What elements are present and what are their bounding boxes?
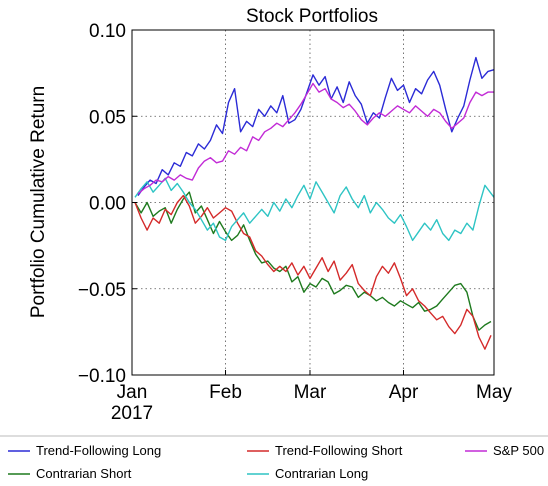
series-line-sandp-500 [137,82,494,195]
y-tick-label: −0.05 [78,280,126,301]
legend-label-trend-following-short: Trend-Following Short [275,443,403,458]
chart-title: Stock Portfolios [246,6,378,27]
x-tick-sublabel: 2017 [111,403,153,424]
y-axis-ticks: 0.10 0.05 0.00 −0.05 −0.10 [78,21,137,387]
series-line-trend-following-long [137,56,495,197]
y-tick-label: 0.10 [89,21,126,42]
series-line-contrarian-long [134,177,495,242]
series-layer [134,56,495,350]
series-line-trend-following-short [134,194,492,350]
x-tick-label: Mar [294,382,327,403]
legend: Trend-Following Long Trend-Following Shor… [0,435,548,481]
legend-label-trend-following-long: Trend-Following Long [36,443,161,458]
x-tick-label: Feb [209,382,242,403]
x-tick-label: Jan [117,382,148,403]
y-axis-label: Portfolio Cumulative Return [28,86,49,318]
x-tick-label: Apr [389,382,419,403]
y-tick-label: 0.05 [89,107,126,128]
grid [132,30,494,375]
legend-label-contrarian-long: Contrarian Long [275,466,368,481]
legend-label-contrarian-short: Contrarian Short [36,466,132,481]
legend-label-sandp-500: S&P 500 [493,443,544,458]
series-line-contrarian-short [134,191,492,331]
y-tick-label: −0.10 [78,366,126,387]
y-tick-label: 0.00 [89,194,126,215]
x-tick-label: May [476,382,512,403]
